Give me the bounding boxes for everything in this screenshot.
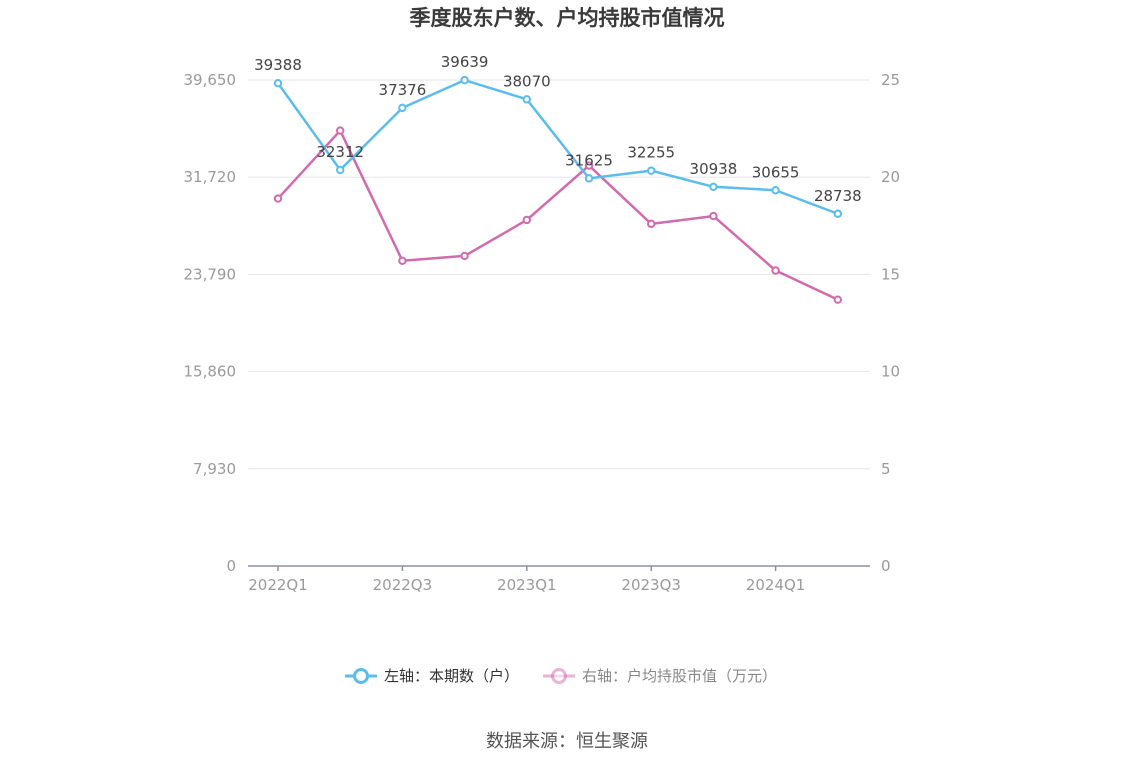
right-tick-label: 0 [881, 557, 891, 575]
data-label: 32255 [627, 144, 675, 162]
left-tick-label: 0 [226, 557, 236, 575]
right-tick-label: 15 [881, 265, 900, 283]
right-tick-label: 25 [881, 71, 900, 89]
series-point[interactable] [522, 95, 531, 104]
series-point[interactable] [833, 295, 842, 304]
x-tick-label: 2022Q1 [248, 576, 308, 594]
series-point[interactable] [647, 219, 656, 229]
series-point[interactable] [336, 126, 345, 135]
series-point[interactable] [398, 103, 407, 113]
data-label: 28738 [814, 187, 862, 205]
legend-item-right[interactable]: 右轴：户均持股市值（万元） [543, 667, 777, 685]
x-axis: 2022Q1 2022Q3 2023Q1 2023Q3 2024Q1 [248, 565, 870, 594]
series-point[interactable] [522, 215, 531, 225]
data-label: 39639 [441, 53, 489, 71]
series-point[interactable] [460, 75, 469, 85]
series-point[interactable] [647, 166, 656, 175]
legend-right-circle-icon [551, 668, 567, 684]
series-point[interactable] [273, 194, 283, 203]
series-point[interactable] [273, 79, 283, 88]
left-tick-label: 15,860 [184, 363, 237, 381]
legend-left-circle-icon [353, 668, 369, 684]
series-point[interactable] [584, 161, 594, 170]
data-label: 31625 [565, 151, 613, 169]
left-axis-ticks: 0 7,930 15,860 23,790 31,720 39,650 [184, 71, 237, 575]
data-source: 数据来源：恒生聚源 [486, 731, 648, 752]
chart-title: 季度股东户数、户均持股市值情况 [410, 6, 725, 30]
left-tick-label: 31,720 [184, 168, 237, 186]
data-label: 30655 [752, 163, 800, 181]
right-tick-label: 20 [881, 168, 900, 186]
x-tick-label: 2023Q1 [497, 576, 557, 594]
data-label: 37376 [379, 81, 427, 99]
series-point[interactable] [771, 266, 780, 275]
x-tick-label: 2022Q3 [373, 576, 433, 594]
data-label: 39388 [254, 56, 302, 74]
x-tick-label: 2023Q3 [621, 576, 681, 594]
grid-lines [248, 79, 870, 470]
legend-item-left[interactable]: 左轴：本期数（户） [345, 667, 519, 685]
series-shareholder-count [273, 75, 842, 218]
series-point[interactable] [336, 165, 345, 175]
series-point[interactable] [709, 211, 718, 221]
x-tick-label: 2024Q1 [746, 576, 806, 594]
left-tick-label: 23,790 [184, 265, 237, 283]
data-label: 38070 [503, 72, 551, 90]
legend: 左轴：本期数（户） 右轴：户均持股市值（万元） [345, 667, 777, 685]
series-point[interactable] [771, 186, 780, 195]
right-axis-ticks: 0 5 10 15 20 25 [881, 71, 900, 575]
data-label: 32312 [316, 143, 364, 161]
series-point[interactable] [709, 182, 718, 191]
data-label: 30938 [690, 160, 738, 178]
legend-right-label: 右轴：户均持股市值（万元） [582, 667, 777, 685]
series-point[interactable] [584, 174, 594, 183]
series-point[interactable] [460, 251, 469, 261]
series-point[interactable] [833, 209, 842, 218]
legend-left-label: 左轴：本期数（户） [384, 667, 519, 685]
left-tick-label: 7,930 [193, 460, 236, 478]
right-tick-label: 5 [881, 460, 891, 478]
right-tick-label: 10 [881, 363, 900, 381]
series-point[interactable] [398, 256, 407, 265]
series-avg-holding-value [273, 126, 842, 304]
series-line [277, 129, 839, 301]
data-labels: 39388 32312 37376 39639 38070 31625 32255 30938… [254, 53, 862, 205]
left-tick-label: 39,650 [184, 71, 237, 89]
series-line [276, 78, 839, 215]
